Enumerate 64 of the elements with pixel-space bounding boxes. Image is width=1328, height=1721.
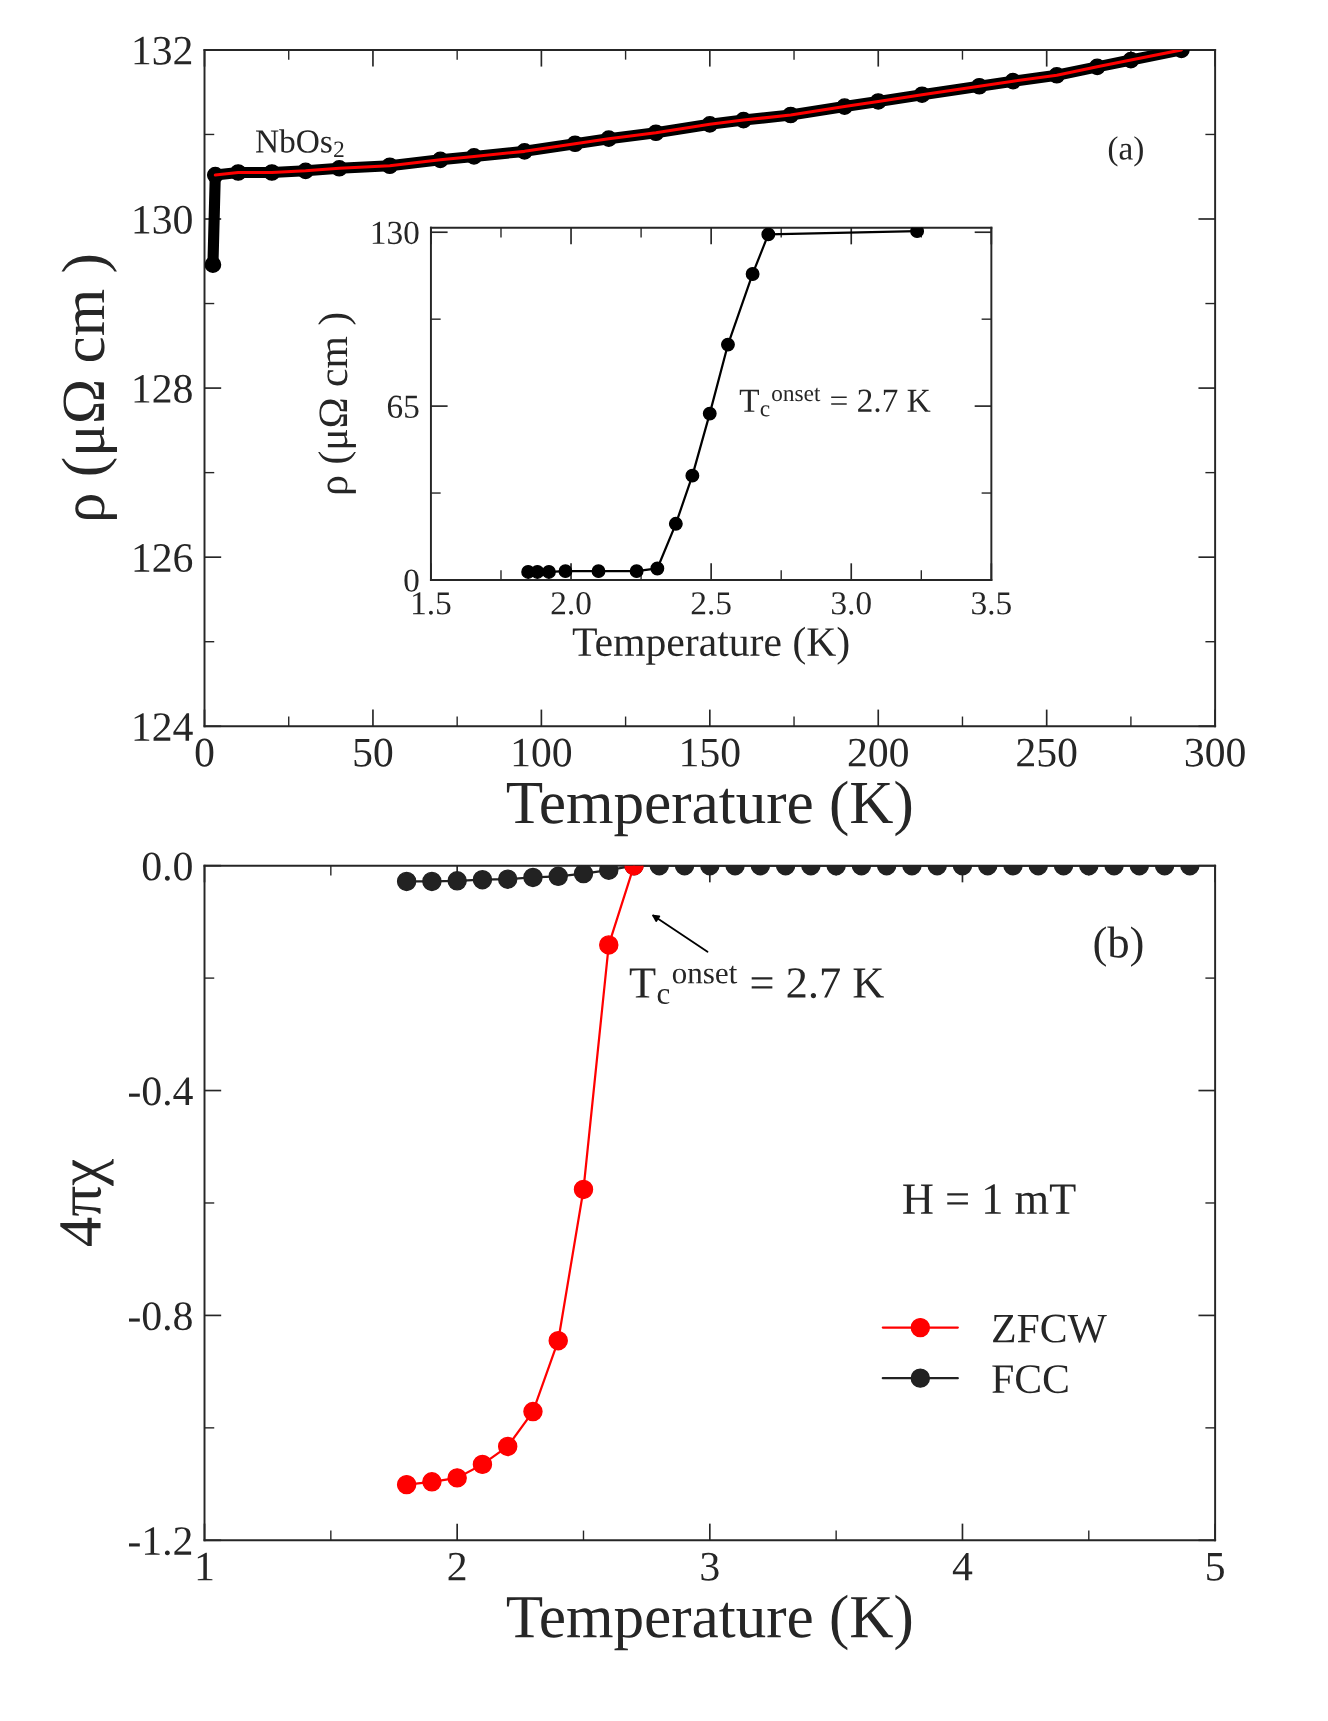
x-tick-label: 3.5 [972,592,1011,615]
y-tick-label: 124 [134,713,193,741]
x-tick-label: 2.5 [691,592,731,615]
x-tick-label: 5 [1207,1553,1224,1581]
x-tick-label: 1 [197,1552,213,1581]
point [668,516,683,531]
x-tick-label: 3.0 [832,592,871,615]
x-tick-label: 50 [354,738,393,767]
annotation: H = 1 mT [903,1184,1076,1214]
x-tick-label: 2.0 [551,592,591,615]
annotation: T$_{c}$$^{onset}$ = 2.7 K [739,387,931,417]
point [629,564,644,579]
x-tick-label: 250 [1017,738,1077,767]
x-axis-title: Temperature (K) [506,1594,912,1651]
x-tick-label: 200 [848,738,908,767]
x-axis-title: Temperature (K) [506,780,912,837]
point [541,565,556,579]
x-tick-label: 4 [952,1552,973,1581]
x-tick-label: 2 [448,1552,466,1581]
point [472,1454,493,1475]
y-tick-label: -1.2 [128,1527,192,1556]
x-tick-label: 300 [1185,738,1245,767]
point [745,267,760,281]
point [650,561,665,576]
point [761,227,776,242]
legend-label: ZFCW [993,1314,1107,1343]
point [558,564,573,579]
point [702,406,717,421]
point [548,1330,568,1351]
annotation: (b) [1094,926,1143,967]
legend-label: FCC [992,1365,1068,1394]
x-tick-label: 100 [513,738,572,767]
y-tick-label: -0.8 [128,1302,192,1331]
x-tick-label: 3 [701,1552,719,1581]
y-axis-title: ρ (μΩ cm ) [318,313,356,494]
y-tick-label: 0.0 [142,852,192,881]
y-tick-label: 128 [134,374,192,403]
point [530,565,545,579]
point [685,468,700,483]
point [422,1472,442,1492]
point [447,1468,467,1488]
y-tick-label: 130 [372,221,419,245]
annotation: (a) [1108,136,1143,167]
y-tick-label: 130 [134,205,192,234]
x-tick-label: 1.5 [413,592,451,615]
y-tick-label: 65 [387,395,419,418]
y-tick-label: 0 [404,569,419,592]
point [497,1436,518,1457]
point [396,1474,417,1495]
y-axis-title: ρ (μΩ cm ) [61,255,118,520]
x-axis-title: Temperature (K) [572,626,849,665]
x-tick-label: 0 [195,738,214,767]
point [204,256,222,273]
annotation: NbOs$_{2}$ [256,129,344,157]
point [910,227,925,239]
y-tick-label: 126 [134,544,193,573]
y-axis-title: 4πχ [60,1158,114,1247]
x-tick-label: 150 [682,738,740,767]
y-tick-label: 132 [134,36,192,65]
point [721,337,735,352]
point [591,564,606,579]
annotation: T$_{c}$$^{onset}$ = 2.7 K [629,965,884,1005]
y-tick-label: -0.4 [128,1077,193,1106]
point [523,1401,543,1422]
